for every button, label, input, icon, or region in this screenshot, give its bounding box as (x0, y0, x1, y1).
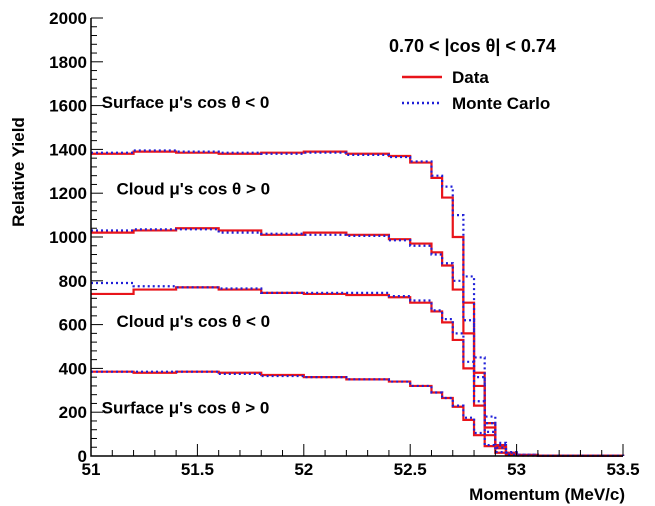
y-tick-label: 1000 (49, 228, 87, 247)
annotations: Surface μ's cos θ < 0 Cloud μ's cos θ > 0… (102, 93, 270, 418)
legend-title: 0.70 < |cos θ| < 0.74 (389, 36, 556, 56)
x-axis-title: Momentum (MeV/c) (469, 485, 625, 504)
x-tick-label: 53.5 (606, 460, 639, 479)
y-tick-label: 800 (59, 272, 87, 291)
monte-carlo-series-line (91, 149, 625, 457)
group-annotation: Cloud μ's cos θ < 0 (117, 312, 271, 331)
x-tick-label: 51.5 (181, 460, 214, 479)
data-series-line (91, 227, 625, 457)
y-tick-label: 400 (59, 359, 87, 378)
legend-data-label: Data (452, 68, 489, 87)
group-annotation: Surface μ's cos θ < 0 (102, 93, 270, 112)
x-tick-label: 52 (294, 460, 313, 479)
monte-carlo-series-line (91, 228, 625, 457)
y-tick-label: 1200 (49, 184, 87, 203)
y-tick-label: 1600 (49, 97, 87, 116)
y-tick-label: 2000 (49, 9, 87, 28)
y-tick-label: 0 (78, 447, 87, 466)
y-tick-label: 200 (59, 403, 87, 422)
y-tick-label: 600 (59, 316, 87, 335)
legend: 0.70 < |cos θ| < 0.74 Data Monte Carlo (389, 36, 556, 113)
x-tick-label: 52.5 (394, 460, 427, 479)
axes-layer: 0 200 400 600 800 1000 1200 1400 1600 1800 2000 51 5… (49, 9, 639, 479)
y-tick-label: 1800 (49, 53, 87, 72)
x-tick-label: 53 (507, 460, 526, 479)
axis-frame (90, 18, 623, 457)
group-annotation: Cloud μ's cos θ > 0 (117, 179, 271, 198)
y-tick-label: 1400 (49, 140, 87, 159)
monte-carlo-series-line (91, 281, 625, 457)
y-axis-title: Relative Yield (9, 117, 28, 227)
series-layer (91, 149, 625, 457)
legend-mc-label: Monte Carlo (452, 94, 550, 113)
x-tick-label: 51 (82, 460, 101, 479)
group-annotation: Surface μ's cos θ > 0 (102, 398, 270, 417)
